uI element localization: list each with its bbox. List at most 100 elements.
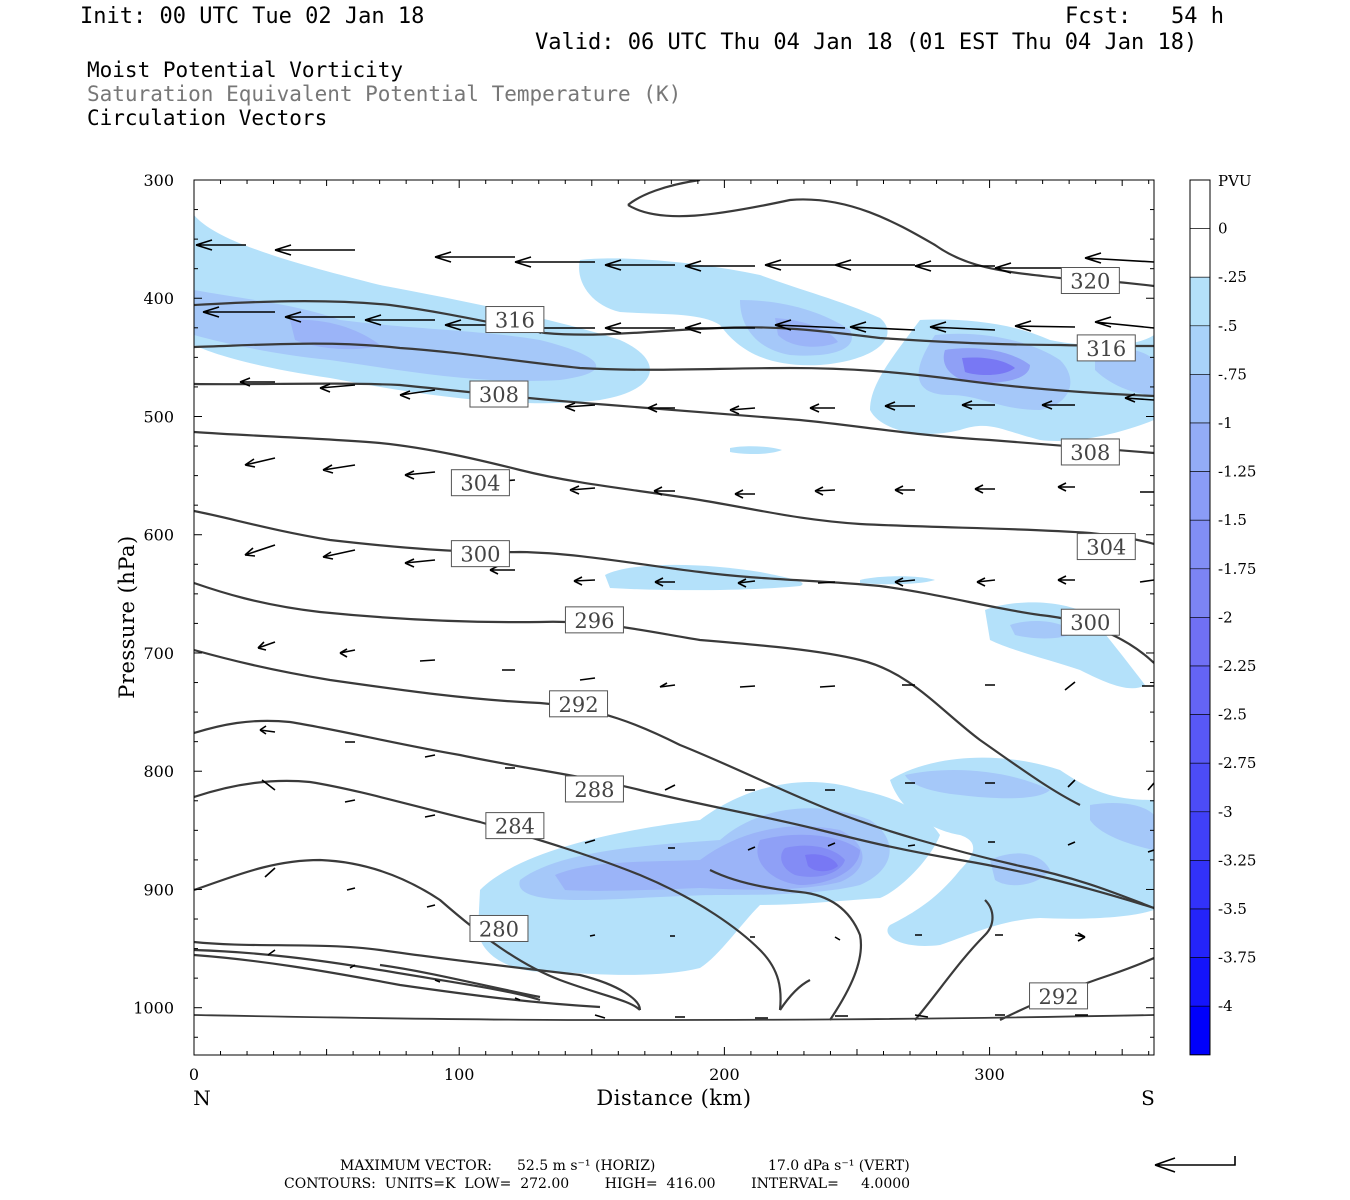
footer-contours-info: CONTOURS: UNITS=K LOW= 272.00 HIGH= 416.… [284, 1176, 911, 1192]
contour-288-a [194, 719, 1154, 910]
x-left-label: N [193, 1086, 211, 1110]
contour-label-box [564, 606, 624, 634]
vector-row-410 [202, 306, 1154, 334]
contour-label-box [1060, 438, 1120, 466]
pv-region-lower-east-3 [1090, 803, 1154, 850]
colorbar-tick-label: -.25 [1218, 268, 1247, 286]
contour-label: 308 [479, 383, 519, 407]
pv-region-lower-east [887, 757, 1154, 946]
vector-row-480 [239, 377, 1154, 415]
colorbar-tick-label: -2.75 [1218, 754, 1256, 772]
contour-label: 320 [1070, 270, 1110, 294]
contour-296-a [194, 581, 1081, 806]
colorbar-tick-label: -4 [1218, 997, 1233, 1015]
contour-label: 288 [574, 778, 614, 802]
colorbar-tick-label: -3.5 [1218, 900, 1247, 918]
vector-row-840 [261, 779, 1154, 853]
colorbar-box [1189, 519, 1211, 570]
y-tick-label: 400 [143, 289, 174, 308]
colorbar-tick-label: -.5 [1218, 317, 1237, 335]
contour-label-box [1076, 533, 1136, 561]
colorbar-box [1189, 957, 1211, 1007]
contour-280-a [194, 858, 641, 1011]
plot-frame [193, 179, 1155, 1056]
contour-292-a [194, 648, 1154, 910]
legend-line-vectors: Circulation Vectors [87, 106, 328, 130]
contour-label-box [485, 306, 545, 334]
pv-region-upper-east-4 [962, 357, 1015, 376]
pv-region-lower-east-2 [905, 770, 1050, 799]
contour-label: 316 [1086, 337, 1126, 361]
colorbar-box [1189, 811, 1211, 861]
colorbar-tick-label: -1 [1218, 414, 1233, 432]
colorbar-box [1189, 325, 1211, 375]
contour-label-box [485, 812, 545, 840]
contour-label-box [469, 914, 529, 942]
colorbar-tick-label: -2.5 [1218, 706, 1247, 724]
contour-292-b [914, 899, 994, 1021]
colorbar-tick-label: 0 [1218, 220, 1228, 238]
legend-line-pv: Moist Potential Vorticity [87, 58, 404, 82]
y-axis-label: Pressure (hPa) [115, 535, 139, 698]
pv-region-lower-6 [805, 854, 838, 872]
contour-low-d [194, 953, 601, 1009]
y-tick-label: 700 [143, 644, 174, 663]
x-tick-label: 200 [709, 1065, 740, 1084]
contour-label: 292 [558, 693, 598, 717]
y-tick-label: 300 [143, 171, 174, 190]
vector-row-950 [267, 949, 1088, 1019]
y-axis: 300 400 500 600 700 800 900 1000 [133, 171, 1154, 1038]
contour-label-box [1076, 334, 1136, 362]
colorbar-box [1189, 228, 1211, 278]
pv-region-upper-west-3 [290, 319, 380, 350]
colorbar-box [1189, 860, 1211, 910]
colorbar-tick-label: -2.25 [1218, 657, 1256, 675]
contour-low-b [194, 948, 541, 1002]
colorbar-title: PVU [1218, 172, 1252, 190]
colorbar-box [1189, 568, 1211, 618]
colorbar-frame [1189, 179, 1211, 1056]
colorbar-tick-label: -2 [1218, 608, 1233, 626]
y-tick-label: 800 [143, 762, 174, 781]
contour-label-box [450, 469, 510, 497]
contour-warm-sector [709, 869, 863, 1021]
footer-max-vector-horiz: 52.5 m s⁻¹ (HORIZ) [517, 1158, 656, 1174]
contour-label: 304 [1086, 536, 1126, 560]
colorbar: 0 -.25 -.5 -.75 -1 -1.25 -1.5 -1.75 -2 -2.25 -2.5 -… [1189, 179, 1256, 1056]
contour-labels: 320 316 316 308 308 304 304 300 300 296 292 292 288 2… [450, 267, 1136, 1010]
colorbar-box [1189, 374, 1211, 424]
footer-max-vector-label: MAXIMUM VECTOR: [340, 1158, 492, 1174]
colorbar-box [1189, 762, 1211, 813]
contour-label: 300 [1070, 611, 1110, 635]
x-tick-label: 300 [974, 1065, 1005, 1084]
colorbar-box [1189, 179, 1211, 229]
contour-label: 300 [460, 543, 500, 567]
colorbar-box [1189, 617, 1211, 667]
contour-label-box [1060, 608, 1120, 636]
x-tick-label: 100 [444, 1065, 475, 1084]
footer-max-vector-vert: 17.0 dPa s⁻¹ (VERT) [768, 1158, 910, 1174]
contour-label: 308 [1070, 441, 1110, 465]
contour-300-a [194, 509, 1154, 664]
pv-region-lower-east-4 [990, 853, 1050, 886]
colorbar-tick-label: -1.5 [1218, 511, 1247, 529]
x-axis-label: Distance (km) [596, 1086, 751, 1110]
contour-label: 316 [495, 309, 535, 333]
colorbar-tick-label: -3.75 [1218, 949, 1256, 967]
contour-warm-sector-2 [779, 979, 811, 1011]
x-tick-label: 0 [189, 1065, 199, 1084]
colorbar-box [1189, 908, 1211, 958]
vector-row-700 [257, 641, 1154, 691]
pv-region-mid-east-2 [1010, 620, 1075, 639]
contour-label-box [450, 540, 510, 568]
y-tick-label: 900 [143, 880, 174, 899]
contour-low-c [379, 963, 541, 999]
x-axis: 0 100 200 300 [189, 180, 1150, 1084]
contour-label: 292 [1038, 985, 1078, 1009]
colorbar-box [1189, 471, 1211, 521]
colorbar-box [1189, 276, 1211, 327]
colorbar-tick-label: -1.25 [1218, 463, 1256, 481]
valid-time: Valid: 06 UTC Thu 04 Jan 18 (01 EST Thu … [535, 30, 1198, 55]
legend-line-thetaes: Saturation Equivalent Potential Temperat… [87, 82, 682, 106]
